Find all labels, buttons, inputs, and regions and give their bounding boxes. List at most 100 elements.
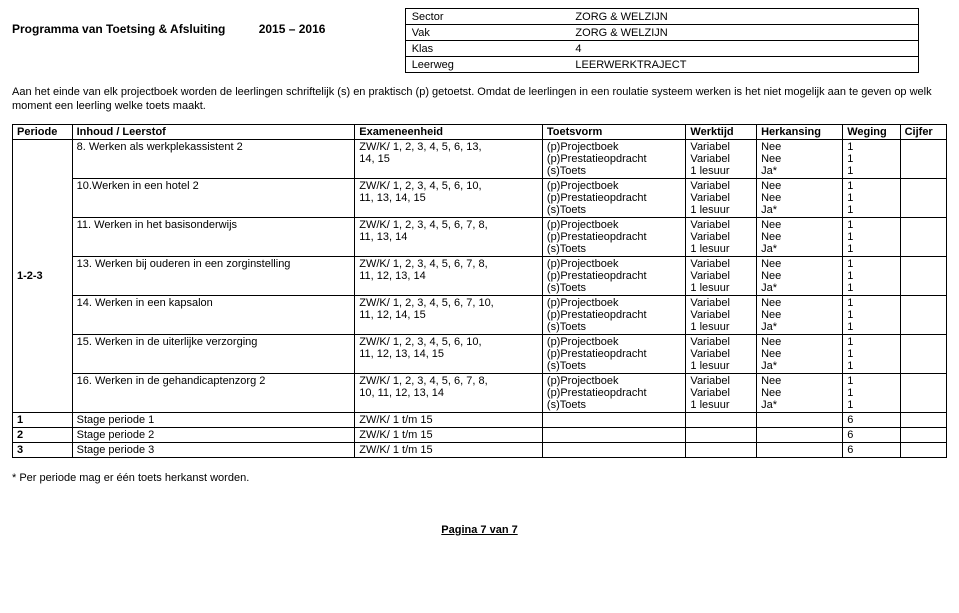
table-cell: Stage periode 2 <box>72 427 355 442</box>
table-cell: 111 <box>843 256 900 295</box>
table-cell: 111 <box>843 178 900 217</box>
info-cell: LEERWERKTRAJECT <box>569 57 918 73</box>
info-cell: Sector <box>405 9 569 25</box>
header: Programma van Toetsing & Afsluiting 2015… <box>12 8 947 73</box>
doc-title: Programma van Toetsing & Afsluiting <box>12 22 225 36</box>
table-cell <box>542 427 686 442</box>
table-cell: Stage periode 3 <box>72 442 355 457</box>
table-cell: VariabelVariabel1 lesuur <box>686 334 757 373</box>
info-cell: 4 <box>569 41 918 57</box>
table-cell <box>900 295 946 334</box>
table-cell: ZW/K/ 1, 2, 3, 4, 5, 6, 10,11, 13, 14, 1… <box>355 178 543 217</box>
table-row: 15. Werken in de uiterlijke verzorgingZW… <box>13 334 947 373</box>
table-cell: NeeNeeJa* <box>757 373 843 412</box>
periode-cell: 1 <box>13 412 73 427</box>
table-cell: 6 <box>843 442 900 457</box>
table-cell: 111 <box>843 295 900 334</box>
table-cell: ZW/K/ 1, 2, 3, 4, 5, 6, 7, 10,11, 12, 14… <box>355 295 543 334</box>
table-cell <box>542 412 686 427</box>
column-header: Cijfer <box>900 124 946 139</box>
table-cell: (p)Projectboek(p)Prestatieopdracht(s)Toe… <box>542 139 686 178</box>
periode-cell: 3 <box>13 442 73 457</box>
table-row: 16. Werken in de gehandicaptenzorg 2ZW/K… <box>13 373 947 412</box>
column-header: Weging <box>843 124 900 139</box>
footnote: * Per periode mag er één toets herkanst … <box>12 472 947 484</box>
table-cell: 15. Werken in de uiterlijke verzorging <box>72 334 355 373</box>
table-cell <box>900 256 946 295</box>
table-cell: 11. Werken in het basisonderwijs <box>72 217 355 256</box>
table-cell: ZW/K/ 1, 2, 3, 4, 5, 6, 7, 8,10, 11, 12,… <box>355 373 543 412</box>
table-cell: 8. Werken als werkplekassistent 2 <box>72 139 355 178</box>
info-cell: ZORG & WELZIJN <box>569 25 918 41</box>
doc-year: 2015 – 2016 <box>259 22 326 36</box>
table-cell: (p)Projectboek(p)Prestatieopdracht(s)Toe… <box>542 256 686 295</box>
main-table: PeriodeInhoud / LeerstofExameneenheidToe… <box>12 124 947 458</box>
table-cell: 111 <box>843 334 900 373</box>
table-cell <box>686 412 757 427</box>
table-cell: 111 <box>843 373 900 412</box>
table-cell: VariabelVariabel1 lesuur <box>686 373 757 412</box>
table-cell: 6 <box>843 427 900 442</box>
column-header: Werktijd <box>686 124 757 139</box>
table-cell: VariabelVariabel1 lesuur <box>686 178 757 217</box>
periode-cell: 1-2-3 <box>13 139 73 412</box>
table-row: 14. Werken in een kapsalonZW/K/ 1, 2, 3,… <box>13 295 947 334</box>
table-row: 10.Werken in een hotel 2ZW/K/ 1, 2, 3, 4… <box>13 178 947 217</box>
table-cell: NeeNeeJa* <box>757 139 843 178</box>
table-row: 13. Werken bij ouderen in een zorginstel… <box>13 256 947 295</box>
table-cell <box>900 442 946 457</box>
table-cell: 16. Werken in de gehandicaptenzorg 2 <box>72 373 355 412</box>
table-cell <box>757 442 843 457</box>
table-cell: ZW/K/ 1 t/m 15 <box>355 412 543 427</box>
table-cell <box>900 139 946 178</box>
table-cell: NeeNeeJa* <box>757 178 843 217</box>
table-cell: 10.Werken in een hotel 2 <box>72 178 355 217</box>
table-cell: (p)Projectboek(p)Prestatieopdracht(s)Toe… <box>542 373 686 412</box>
table-cell: 13. Werken bij ouderen in een zorginstel… <box>72 256 355 295</box>
table-cell: Stage periode 1 <box>72 412 355 427</box>
info-table: SectorZORG & WELZIJNVakZORG & WELZIJNKla… <box>405 8 919 73</box>
table-cell <box>757 427 843 442</box>
column-header: Exameneenheid <box>355 124 543 139</box>
table-row: 1-2-38. Werken als werkplekassistent 2ZW… <box>13 139 947 178</box>
table-cell <box>542 442 686 457</box>
table-cell <box>900 427 946 442</box>
table-cell: ZW/K/ 1, 2, 3, 4, 5, 6, 7, 8,11, 12, 13,… <box>355 256 543 295</box>
table-cell: 14. Werken in een kapsalon <box>72 295 355 334</box>
table-cell: (p)Projectboek(p)Prestatieopdracht(s)Toe… <box>542 334 686 373</box>
table-cell: VariabelVariabel1 lesuur <box>686 139 757 178</box>
table-cell <box>900 334 946 373</box>
table-cell: VariabelVariabel1 lesuur <box>686 295 757 334</box>
info-cell: ZORG & WELZIJN <box>569 9 918 25</box>
info-cell: Leerweg <box>405 57 569 73</box>
page-number: Pagina 7 van 7 <box>12 524 947 536</box>
table-cell <box>900 217 946 256</box>
table-cell: NeeNeeJa* <box>757 217 843 256</box>
table-cell: NeeNeeJa* <box>757 334 843 373</box>
table-cell: 111 <box>843 217 900 256</box>
table-cell: NeeNeeJa* <box>757 256 843 295</box>
info-row: Klas4 <box>405 41 918 57</box>
doc-title-block: Programma van Toetsing & Afsluiting 2015… <box>12 8 405 36</box>
table-cell: 111 <box>843 139 900 178</box>
table-cell <box>900 178 946 217</box>
table-cell: VariabelVariabel1 lesuur <box>686 256 757 295</box>
table-cell <box>900 412 946 427</box>
table-cell: ZW/K/ 1, 2, 3, 4, 5, 6, 13,14, 15 <box>355 139 543 178</box>
info-cell: Vak <box>405 25 569 41</box>
table-cell: ZW/K/ 1 t/m 15 <box>355 442 543 457</box>
column-header: Periode <box>13 124 73 139</box>
table-cell <box>686 442 757 457</box>
table-cell: (p)Projectboek(p)Prestatieopdracht(s)Toe… <box>542 295 686 334</box>
table-cell: ZW/K/ 1, 2, 3, 4, 5, 6, 7, 8,11, 13, 14 <box>355 217 543 256</box>
table-cell: NeeNeeJa* <box>757 295 843 334</box>
table-cell <box>686 427 757 442</box>
periode-cell: 2 <box>13 427 73 442</box>
info-row: VakZORG & WELZIJN <box>405 25 918 41</box>
intro-text: Aan het einde van elk projectboek worden… <box>12 85 947 114</box>
column-header: Herkansing <box>757 124 843 139</box>
column-header: Inhoud / Leerstof <box>72 124 355 139</box>
table-cell: VariabelVariabel1 lesuur <box>686 217 757 256</box>
info-row: SectorZORG & WELZIJN <box>405 9 918 25</box>
table-header-row: PeriodeInhoud / LeerstofExameneenheidToe… <box>13 124 947 139</box>
